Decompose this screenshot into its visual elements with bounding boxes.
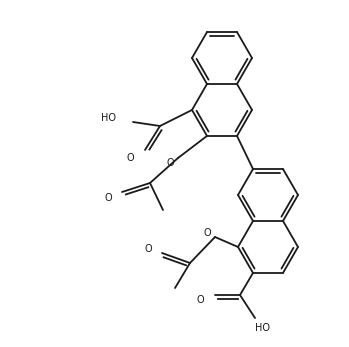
Text: O: O (104, 193, 112, 203)
Text: O: O (126, 153, 134, 163)
Text: O: O (144, 244, 152, 254)
Text: O: O (203, 228, 211, 238)
Text: HO: HO (101, 113, 116, 123)
Text: O: O (166, 158, 174, 168)
Text: O: O (196, 295, 204, 305)
Text: HO: HO (254, 323, 269, 333)
